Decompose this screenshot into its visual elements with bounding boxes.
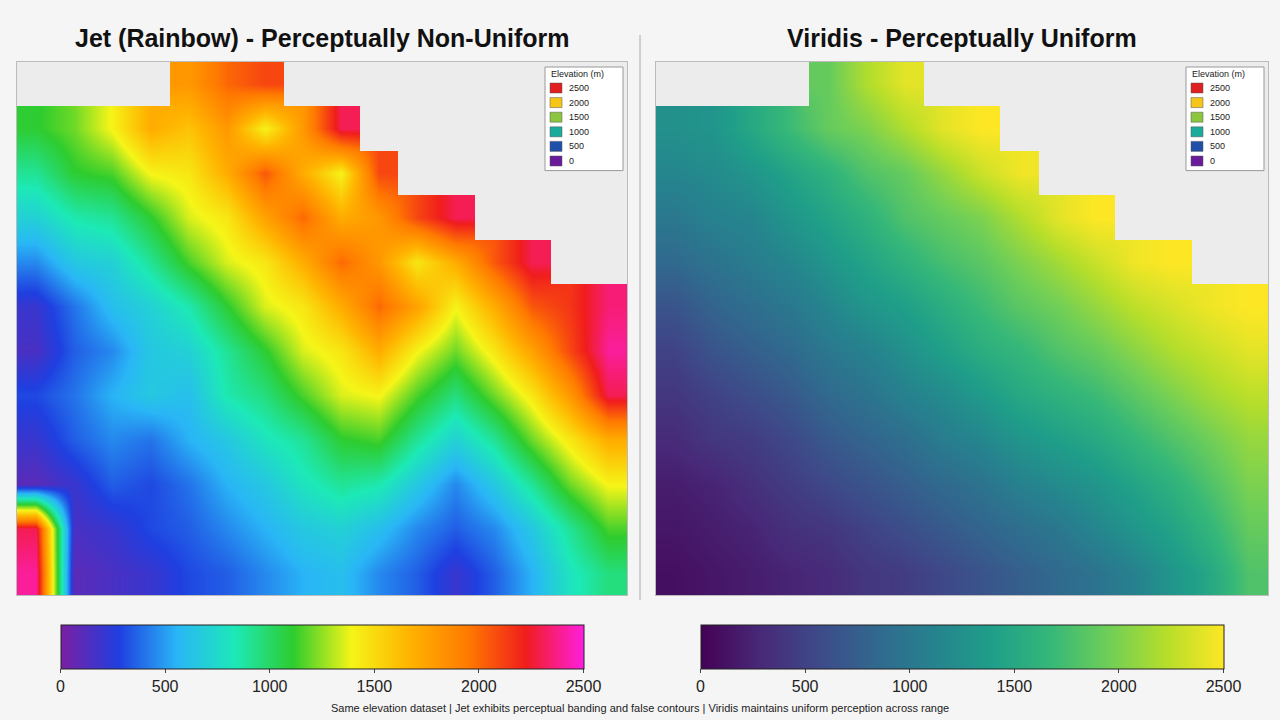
svg-text:Elevation (m): Elevation (m) <box>551 69 604 79</box>
svg-text:2000: 2000 <box>461 678 497 695</box>
svg-text:Jet (Rainbow) - Perceptually N: Jet (Rainbow) - Perceptually Non-Uniform <box>75 24 569 52</box>
svg-text:1000: 1000 <box>1210 127 1230 137</box>
svg-text:Same elevation dataset | Jet e: Same elevation dataset | Jet exhibits pe… <box>331 702 949 714</box>
svg-text:1000: 1000 <box>252 678 288 695</box>
svg-text:2000: 2000 <box>1210 98 1230 108</box>
svg-text:500: 500 <box>569 141 584 151</box>
svg-text:500: 500 <box>1210 141 1225 151</box>
svg-text:1500: 1500 <box>997 678 1033 695</box>
svg-text:1500: 1500 <box>357 678 393 695</box>
svg-text:2000: 2000 <box>569 98 589 108</box>
svg-text:2500: 2500 <box>566 678 602 695</box>
svg-text:2000: 2000 <box>1101 678 1137 695</box>
svg-text:0: 0 <box>1210 156 1215 166</box>
svg-text:2500: 2500 <box>1206 678 1242 695</box>
svg-text:1000: 1000 <box>892 678 928 695</box>
svg-text:0: 0 <box>569 156 574 166</box>
svg-text:Elevation (m): Elevation (m) <box>1192 69 1245 79</box>
svg-text:1000: 1000 <box>569 127 589 137</box>
svg-text:Viridis - Perceptually Uniform: Viridis - Perceptually Uniform <box>787 24 1137 52</box>
svg-text:0: 0 <box>696 678 705 695</box>
svg-text:500: 500 <box>792 678 819 695</box>
svg-text:0: 0 <box>56 678 65 695</box>
svg-text:2500: 2500 <box>569 83 589 93</box>
svg-text:1500: 1500 <box>1210 112 1230 122</box>
svg-text:500: 500 <box>152 678 179 695</box>
svg-text:2500: 2500 <box>1210 83 1230 93</box>
svg-text:1500: 1500 <box>569 112 589 122</box>
